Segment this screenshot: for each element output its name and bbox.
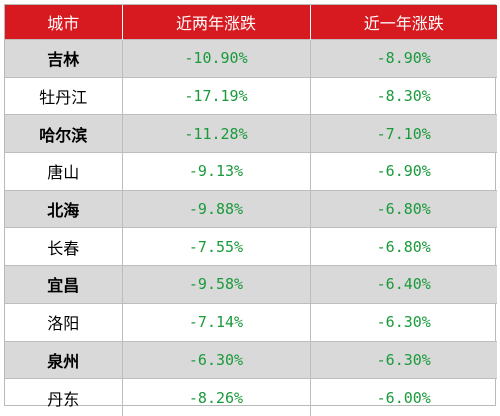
data-table: 城市 近两年涨跌 近一年涨跌 吉林 -10.90% -8.90% 牡丹江 -17… bbox=[5, 5, 497, 416]
table-row: 北海 -9.88% -6.80% bbox=[5, 189, 497, 228]
table-row: 长春 -7.55% -6.80% bbox=[5, 227, 497, 266]
one-year-change-cell: -8.90% bbox=[310, 39, 497, 78]
city-cell: 吉林 bbox=[5, 39, 123, 78]
two-year-change-cell: -9.58% bbox=[122, 265, 311, 304]
one-year-change-cell: -7.10% bbox=[310, 114, 497, 153]
city-cell: 哈尔滨 bbox=[5, 114, 123, 153]
two-year-change-cell: -7.14% bbox=[122, 302, 311, 341]
city-cell: 长春 bbox=[5, 227, 123, 266]
one-year-change-cell: -6.90% bbox=[310, 152, 497, 191]
city-cell: 宜昌 bbox=[5, 265, 123, 304]
two-year-change-cell: -6.30% bbox=[122, 340, 311, 379]
city-cell: 泉州 bbox=[5, 340, 123, 379]
two-year-change-cell: -9.13% bbox=[122, 152, 311, 191]
one-year-change-cell: -8.30% bbox=[310, 76, 497, 115]
two-year-change-cell: -9.88% bbox=[122, 189, 311, 228]
header-city: 城市 bbox=[5, 5, 123, 40]
city-price-change-table: 城市 近两年涨跌 近一年涨跌 吉林 -10.90% -8.90% 牡丹江 -17… bbox=[4, 4, 497, 416]
one-year-change-cell: -6.80% bbox=[310, 189, 497, 228]
header-row: 城市 近两年涨跌 近一年涨跌 bbox=[5, 5, 497, 40]
one-year-change-cell: -6.30% bbox=[310, 302, 497, 341]
table-row: 丹东 -8.26% -6.00% bbox=[5, 378, 497, 416]
one-year-change-cell: -6.80% bbox=[310, 227, 497, 266]
two-year-change-cell: -8.26% bbox=[122, 378, 311, 416]
city-cell: 丹东 bbox=[5, 378, 123, 416]
table-row: 洛阳 -7.14% -6.30% bbox=[5, 302, 497, 341]
city-cell: 牡丹江 bbox=[5, 76, 123, 115]
table-row: 唐山 -9.13% -6.90% bbox=[5, 152, 497, 191]
city-cell: 唐山 bbox=[5, 152, 123, 191]
two-year-change-cell: -17.19% bbox=[122, 76, 311, 115]
city-cell: 洛阳 bbox=[5, 302, 123, 341]
header-one-year-change: 近一年涨跌 bbox=[310, 5, 497, 40]
one-year-change-cell: -6.00% bbox=[310, 378, 497, 416]
table-row: 泉州 -6.30% -6.30% bbox=[5, 340, 497, 379]
table-row: 哈尔滨 -11.28% -7.10% bbox=[5, 114, 497, 153]
one-year-change-cell: -6.40% bbox=[310, 265, 497, 304]
header-two-year-change: 近两年涨跌 bbox=[122, 5, 311, 40]
table-row: 宜昌 -9.58% -6.40% bbox=[5, 265, 497, 304]
two-year-change-cell: -10.90% bbox=[122, 39, 311, 78]
two-year-change-cell: -11.28% bbox=[122, 114, 311, 153]
two-year-change-cell: -7.55% bbox=[122, 227, 311, 266]
table-row: 吉林 -10.90% -8.90% bbox=[5, 39, 497, 78]
one-year-change-cell: -6.30% bbox=[310, 340, 497, 379]
table-row: 牡丹江 -17.19% -8.30% bbox=[5, 76, 497, 115]
city-cell: 北海 bbox=[5, 189, 123, 228]
